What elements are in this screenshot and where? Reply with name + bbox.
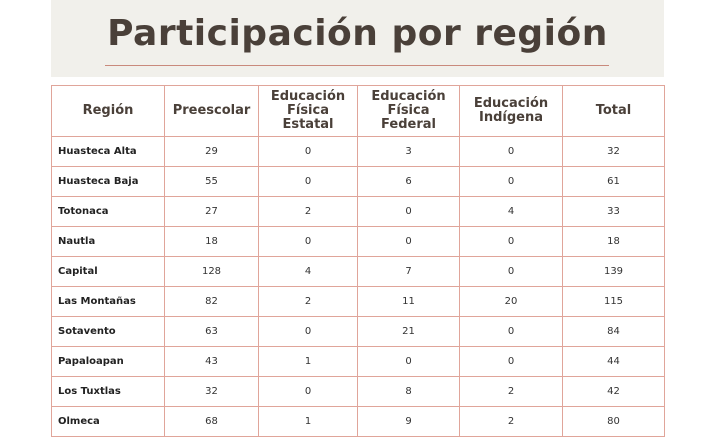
table-row: Huasteca Baja 55 0 6 0 61 (51, 166, 665, 197)
cell-ef-estatal: 4 (258, 256, 358, 287)
table-row: Los Tuxtlas 32 0 8 2 42 (51, 376, 665, 407)
cell-ef-estatal: 1 (258, 406, 358, 437)
cell-indigena: 4 (459, 196, 563, 227)
cell-ef-estatal: 0 (258, 166, 358, 197)
cell-indigena: 2 (459, 406, 563, 437)
table-row: Capital 128 4 7 0 139 (51, 256, 665, 287)
cell-total: 44 (562, 346, 665, 377)
cell-region: Huasteca Alta (51, 136, 165, 167)
cell-ef-estatal: 0 (258, 376, 358, 407)
cell-indigena: 0 (459, 256, 563, 287)
cell-total: 84 (562, 316, 665, 347)
cell-preescolar: 55 (164, 166, 259, 197)
cell-indigena: 20 (459, 286, 563, 317)
cell-indigena: 0 (459, 346, 563, 377)
cell-region: Sotavento (51, 316, 165, 347)
cell-preescolar: 82 (164, 286, 259, 317)
cell-ef-federal: 7 (357, 256, 460, 287)
cell-indigena: 0 (459, 166, 563, 197)
cell-ef-estatal: 0 (258, 316, 358, 347)
title-banner: Participación por región (51, 0, 664, 77)
cell-preescolar: 18 (164, 226, 259, 257)
cell-region: Totonaca (51, 196, 165, 227)
cell-indigena: 0 (459, 226, 563, 257)
cell-preescolar: 63 (164, 316, 259, 347)
table-header-row: Región Preescolar Educación Física Estat… (51, 85, 665, 137)
cell-region: Papaloapan (51, 346, 165, 377)
cell-total: 18 (562, 226, 665, 257)
cell-preescolar: 32 (164, 376, 259, 407)
table-row: Las Montañas 82 2 11 20 115 (51, 286, 665, 317)
cell-total: 61 (562, 166, 665, 197)
cell-ef-federal: 6 (357, 166, 460, 197)
table-row: Totonaca 27 2 0 4 33 (51, 196, 665, 227)
cell-region: Las Montañas (51, 286, 165, 317)
cell-region: Olmeca (51, 406, 165, 437)
cell-indigena: 0 (459, 136, 563, 167)
cell-region: Nautla (51, 226, 165, 257)
column-header-ef-estatal: Educación Física Estatal (258, 85, 358, 137)
cell-preescolar: 68 (164, 406, 259, 437)
cell-ef-estatal: 1 (258, 346, 358, 377)
cell-ef-federal: 0 (357, 196, 460, 227)
title-divider (105, 65, 609, 66)
cell-total: 42 (562, 376, 665, 407)
table-row: Papaloapan 43 1 0 0 44 (51, 346, 665, 377)
cell-ef-federal: 11 (357, 286, 460, 317)
column-header-indigena: Educación Indígena (459, 85, 563, 137)
column-header-region: Región (51, 85, 165, 137)
cell-preescolar: 128 (164, 256, 259, 287)
table-row: Sotavento 63 0 21 0 84 (51, 316, 665, 347)
cell-ef-federal: 21 (357, 316, 460, 347)
cell-preescolar: 29 (164, 136, 259, 167)
cell-total: 33 (562, 196, 665, 227)
cell-preescolar: 27 (164, 196, 259, 227)
cell-region: Los Tuxtlas (51, 376, 165, 407)
page-title: Participación por región (107, 13, 608, 54)
cell-ef-federal: 0 (357, 226, 460, 257)
cell-ef-federal: 8 (357, 376, 460, 407)
cell-total: 115 (562, 286, 665, 317)
participation-table: Región Preescolar Educación Física Estat… (51, 85, 665, 437)
cell-ef-estatal: 2 (258, 196, 358, 227)
column-header-preescolar: Preescolar (164, 85, 259, 137)
cell-ef-federal: 3 (357, 136, 460, 167)
cell-ef-estatal: 2 (258, 286, 358, 317)
cell-indigena: 2 (459, 376, 563, 407)
cell-preescolar: 43 (164, 346, 259, 377)
cell-region: Capital (51, 256, 165, 287)
table-row: Nautla 18 0 0 0 18 (51, 226, 665, 257)
cell-ef-estatal: 0 (258, 136, 358, 167)
column-header-ef-federal: Educación Física Federal (357, 85, 460, 137)
table-row: Olmeca 68 1 9 2 80 (51, 406, 665, 437)
cell-total: 139 (562, 256, 665, 287)
cell-ef-estatal: 0 (258, 226, 358, 257)
cell-region: Huasteca Baja (51, 166, 165, 197)
column-header-total: Total (562, 85, 665, 137)
cell-ef-federal: 9 (357, 406, 460, 437)
table-body: Huasteca Alta 29 0 3 0 32 Huasteca Baja 55 0 6 0 61… (51, 136, 665, 437)
cell-indigena: 0 (459, 316, 563, 347)
cell-total: 80 (562, 406, 665, 437)
cell-ef-federal: 0 (357, 346, 460, 377)
cell-total: 32 (562, 136, 665, 167)
table-row: Huasteca Alta 29 0 3 0 32 (51, 136, 665, 167)
